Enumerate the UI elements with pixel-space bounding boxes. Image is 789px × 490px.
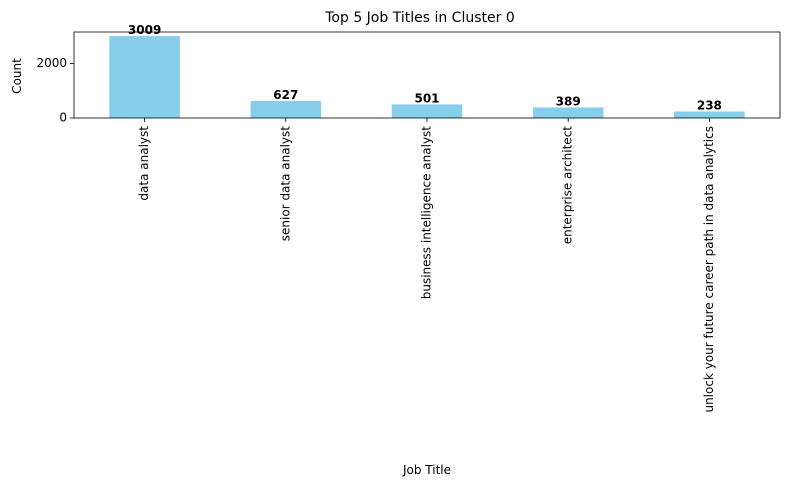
data-label: 627 [273,88,298,102]
bar [250,100,322,118]
plot-frame [73,31,781,119]
data-label: 238 [697,99,722,113]
x-tick-label: senior data analyst [278,126,292,242]
y-axis-label: Count [10,58,24,94]
bar [109,36,180,118]
bar [532,107,604,118]
plot-area: 3009 data analyst 627 senior data analyst 50… [36,23,781,413]
data-label: 501 [414,91,439,105]
x-tick-label: unlock your future career path in data a… [702,126,716,413]
bar [674,111,745,118]
y-tick-label: 0 [59,111,67,125]
chart-title: Top 5 Job Titles in Cluster 0 [324,10,514,26]
x-axis-label: Job Title [402,463,451,477]
y-tick-label: 2000 [36,56,67,70]
bar [391,104,463,118]
x-tick-label: enterprise architect [561,126,575,245]
x-tick-label: business intelligence analyst [420,126,434,300]
x-tick-label: data analyst [137,126,151,201]
data-label: 3009 [128,23,161,37]
data-label: 389 [556,94,581,108]
